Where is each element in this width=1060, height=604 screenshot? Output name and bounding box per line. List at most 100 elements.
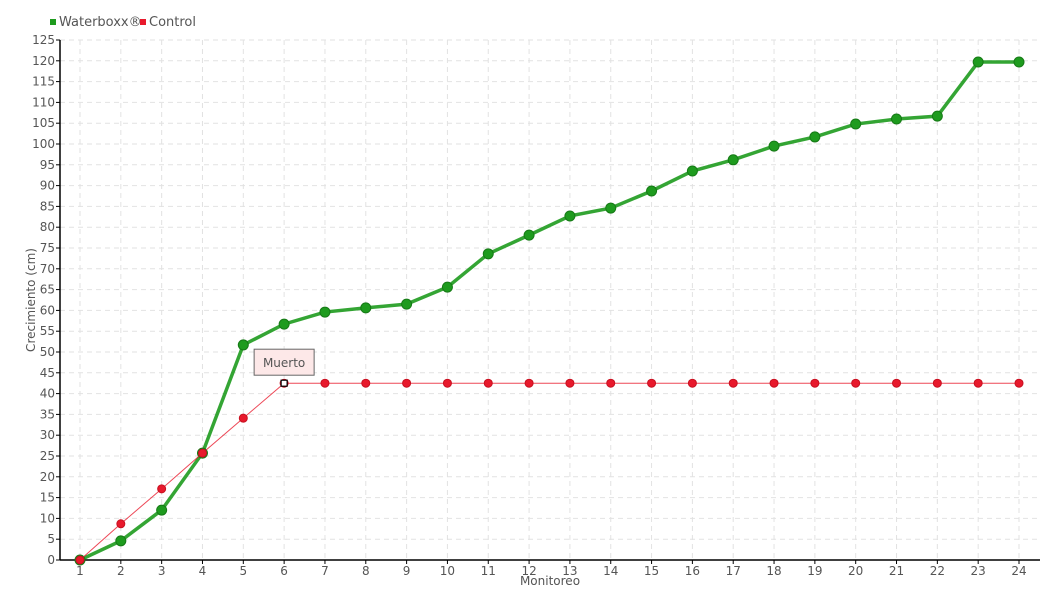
data-point bbox=[810, 378, 820, 388]
data-point bbox=[401, 298, 413, 310]
y-tick-label: 40 bbox=[40, 387, 55, 401]
data-point bbox=[361, 378, 371, 388]
y-tick-label: 30 bbox=[40, 428, 55, 442]
x-tick-label: 5 bbox=[239, 564, 247, 578]
data-point bbox=[75, 555, 85, 565]
series-line bbox=[79, 382, 1019, 561]
legend-label-waterboxx[interactable]: Waterboxx® bbox=[59, 15, 142, 30]
data-point bbox=[931, 110, 943, 122]
x-tick-label: 1 bbox=[76, 564, 84, 578]
annotation-label: Muerto bbox=[263, 356, 305, 370]
data-point bbox=[932, 378, 942, 388]
data-point bbox=[646, 185, 658, 197]
series-layer bbox=[74, 56, 1025, 566]
legend-swatch-waterboxx bbox=[50, 19, 56, 25]
y-tick-label: 20 bbox=[40, 470, 55, 484]
data-point bbox=[157, 484, 167, 494]
x-tick-label: 8 bbox=[362, 564, 370, 578]
x-tick-label: 16 bbox=[685, 564, 700, 578]
data-point bbox=[524, 378, 534, 388]
data-point bbox=[892, 378, 902, 388]
y-tick-label: 35 bbox=[40, 407, 55, 421]
grid bbox=[60, 39, 1040, 560]
data-point bbox=[564, 210, 576, 222]
data-point bbox=[1014, 378, 1024, 388]
x-tick-label: 2 bbox=[117, 564, 125, 578]
y-tick-label: 120 bbox=[32, 54, 55, 68]
y-tick-label: 105 bbox=[32, 116, 55, 130]
y-tick-label: 65 bbox=[40, 283, 55, 297]
data-point bbox=[441, 281, 453, 293]
x-tick-label: 4 bbox=[199, 564, 207, 578]
series-line bbox=[79, 60, 1019, 562]
x-tick-label: 24 bbox=[1011, 564, 1026, 578]
y-tick-label: 0 bbox=[47, 553, 55, 567]
y-tick-label: 25 bbox=[40, 449, 55, 463]
data-point bbox=[320, 378, 330, 388]
axes: 0510152025303540455055606570758085909510… bbox=[32, 33, 1040, 578]
data-point bbox=[482, 248, 494, 260]
y-tick-label: 110 bbox=[32, 95, 55, 109]
x-tick-label: 15 bbox=[644, 564, 659, 578]
data-point bbox=[809, 131, 821, 143]
data-point bbox=[115, 535, 127, 547]
x-tick-label: 12 bbox=[521, 564, 536, 578]
y-tick-label: 15 bbox=[40, 491, 55, 505]
data-point bbox=[972, 56, 984, 68]
data-point bbox=[238, 413, 248, 423]
data-point bbox=[686, 165, 698, 177]
legend-swatch-control bbox=[140, 19, 146, 25]
series-waterboxx bbox=[74, 56, 1025, 566]
data-point bbox=[973, 378, 983, 388]
y-tick-label: 90 bbox=[40, 179, 55, 193]
data-point bbox=[402, 378, 412, 388]
x-tick-label: 9 bbox=[403, 564, 411, 578]
x-tick-label: 22 bbox=[930, 564, 945, 578]
data-point bbox=[116, 519, 126, 529]
legend-label-control[interactable]: Control bbox=[149, 15, 196, 30]
data-point bbox=[319, 306, 331, 318]
y-tick-label: 60 bbox=[40, 303, 55, 317]
y-tick-label: 125 bbox=[32, 33, 55, 47]
data-point bbox=[483, 378, 493, 388]
data-point bbox=[197, 448, 207, 458]
y-tick-label: 70 bbox=[40, 262, 55, 276]
y-tick-label: 55 bbox=[40, 324, 55, 338]
y-axis-label: Crecimiento (cm) bbox=[24, 248, 38, 352]
data-point bbox=[237, 339, 249, 351]
data-point bbox=[891, 113, 903, 125]
data-point bbox=[727, 154, 739, 166]
y-tick-label: 50 bbox=[40, 345, 55, 359]
y-tick-label: 45 bbox=[40, 366, 55, 380]
data-point bbox=[442, 378, 452, 388]
data-point bbox=[647, 378, 657, 388]
x-tick-label: 20 bbox=[848, 564, 863, 578]
data-point bbox=[360, 302, 372, 314]
annotation-marker bbox=[280, 379, 288, 387]
y-tick-label: 10 bbox=[40, 511, 55, 525]
data-point bbox=[768, 140, 780, 152]
data-point bbox=[728, 378, 738, 388]
x-tick-label: 13 bbox=[562, 564, 577, 578]
data-point bbox=[278, 318, 290, 330]
x-tick-label: 11 bbox=[481, 564, 496, 578]
data-point bbox=[851, 378, 861, 388]
x-tick-label: 3 bbox=[158, 564, 166, 578]
y-tick-label: 85 bbox=[40, 199, 55, 213]
y-tick-label: 100 bbox=[32, 137, 55, 151]
y-tick-label: 80 bbox=[40, 220, 55, 234]
data-point bbox=[769, 378, 779, 388]
x-tick-label: 14 bbox=[603, 564, 618, 578]
legend: Waterboxx® Control bbox=[50, 15, 196, 30]
data-point bbox=[565, 378, 575, 388]
data-point bbox=[687, 378, 697, 388]
x-tick-label: 6 bbox=[280, 564, 288, 578]
data-point bbox=[1013, 56, 1025, 68]
x-axis-label: Monitoreo bbox=[520, 574, 580, 588]
y-tick-label: 5 bbox=[47, 532, 55, 546]
y-tick-label: 95 bbox=[40, 158, 55, 172]
x-tick-label: 7 bbox=[321, 564, 329, 578]
x-tick-label: 17 bbox=[726, 564, 741, 578]
y-tick-label: 75 bbox=[40, 241, 55, 255]
annotation-box bbox=[253, 348, 315, 376]
